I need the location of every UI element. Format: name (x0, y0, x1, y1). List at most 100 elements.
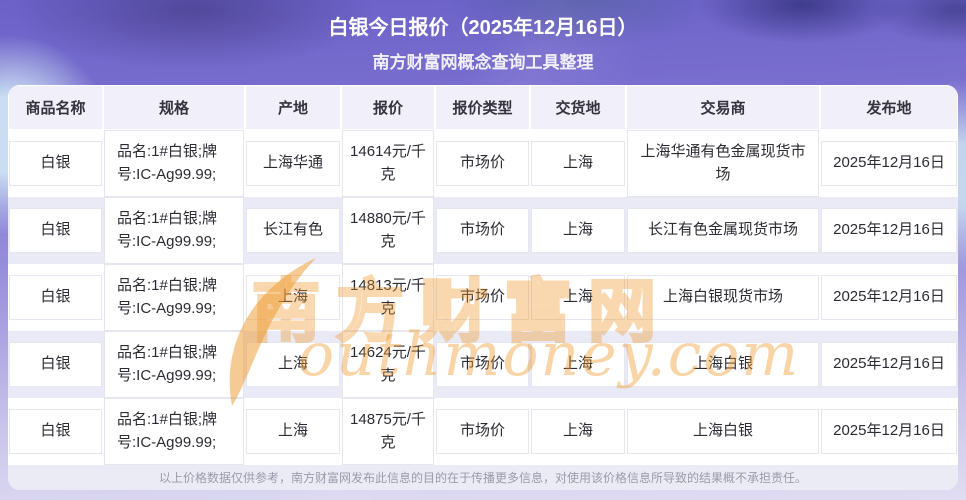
cell-text: 品名:1#白银;牌号:IC-Ag99.99; (117, 411, 218, 451)
cell-text: 白银 (40, 154, 71, 172)
column-header-publish-place: 发布地 (821, 86, 957, 129)
cell-origin: 上海 (245, 398, 341, 465)
cell-spec: 品名:1#白银;牌号:IC-Ag99.99; (103, 197, 245, 264)
cell-text: 14614元/千克 (350, 143, 426, 183)
cell-product-name: 白银 (8, 264, 103, 331)
cell-text: 2025年12月16日 (833, 422, 945, 440)
price-table-card: 商品名称 规格 产地 报价 报价类型 交货地 交易商 发布地 白银品名:1#白银;牌号:IC-… (8, 85, 958, 490)
cell-text: 上海 (562, 422, 593, 440)
table-row: 白银 品名:1#白银;牌号:IC-Ag99.99; 上海 14624元/千克 市场价 上海… (8, 331, 958, 398)
column-header-spec: 规格 (104, 86, 244, 129)
cell-origin: 上海华通 (245, 130, 341, 197)
cell-delivery-place: 上海 (530, 331, 626, 398)
cell-text: 白银 (40, 355, 71, 373)
column-header-price: 报价 (342, 86, 434, 129)
report-source-line: 南方财富网概念查询工具整理 (372, 53, 594, 72)
cell-text: 长江有色金属现货市场 (647, 221, 798, 239)
cell-price: 14614元/千克 (341, 130, 435, 197)
column-header-price-type: 报价类型 (436, 86, 529, 129)
cell-spec: 品名:1#白银;牌号:IC-Ag99.99; (103, 130, 245, 197)
cell-text: 2025年12月16日 (833, 221, 945, 239)
cell-trader: 上海白银 (626, 331, 820, 398)
column-header-trader: 交易商 (627, 86, 819, 129)
disclaimer-text: 以上价格数据仅供参考，南方财富网发布此信息的目的在于传播更多信息，对使用该价格信… (158, 471, 807, 485)
table-row: 白银 品名:1#白银;牌号:IC-Ag99.99; 上海 14875元/千克 市场价 上海… (8, 398, 958, 465)
cell-origin: 长江有色 (245, 197, 341, 264)
cell-text: 品名:1#白银;牌号:IC-Ag99.99; (117, 344, 218, 384)
cell-trader: 上海华通有色金属现货市场 (626, 130, 820, 197)
cell-spec: 品名:1#白银;牌号:IC-Ag99.99; (103, 398, 245, 465)
cell-text: 上海 (562, 154, 593, 172)
cell-text: 上海华通 (262, 154, 323, 172)
cell-text: 14624元/千克 (350, 344, 426, 384)
cell-text: 上海 (562, 288, 593, 306)
banner: 白银今日报价（2025年12月16日） 南方财富网概念查询工具整理 (0, 0, 966, 85)
cell-product-name: 白银 (8, 197, 103, 264)
cell-trader: 长江有色金属现货市场 (626, 197, 820, 264)
cell-trader: 上海白银现货市场 (626, 264, 820, 331)
cell-text: 白银 (40, 422, 71, 440)
cell-text: 上海华通有色金属现货市场 (640, 143, 806, 183)
cell-text: 上海白银 (692, 355, 753, 373)
cell-text: 上海 (277, 422, 308, 440)
column-header-product-name: 商品名称 (9, 86, 102, 129)
cell-text: 14813元/千克 (350, 277, 426, 317)
cell-text: 上海 (277, 355, 308, 373)
cell-origin: 上海 (245, 264, 341, 331)
cell-publish-place: 2025年12月16日 (820, 264, 958, 331)
cell-price-type: 市场价 (435, 331, 530, 398)
cell-text: 长江有色 (262, 221, 323, 239)
cell-text: 上海白银 (692, 422, 753, 440)
column-header-delivery-place: 交货地 (531, 86, 625, 129)
cell-product-name: 白银 (8, 398, 103, 465)
cell-text: 上海 (562, 355, 593, 373)
cell-publish-place: 2025年12月16日 (820, 331, 958, 398)
cell-text: 上海 (277, 288, 308, 306)
cell-price-type: 市场价 (435, 197, 530, 264)
cell-text: 14875元/千克 (350, 411, 426, 451)
cell-text: 2025年12月16日 (833, 355, 945, 373)
cell-delivery-place: 上海 (530, 264, 626, 331)
cell-product-name: 白银 (8, 331, 103, 398)
cell-price: 14813元/千克 (341, 264, 435, 331)
cell-delivery-place: 上海 (530, 398, 626, 465)
cell-product-name: 白银 (8, 130, 103, 197)
table-row: 白银 品名:1#白银;牌号:IC-Ag99.99; 长江有色 14880元/千克 市场价… (8, 197, 958, 264)
cell-text: 14880元/千克 (350, 210, 426, 250)
table-header-row: 商品名称 规格 产地 报价 报价类型 交货地 交易商 发布地 (8, 85, 958, 130)
cell-publish-place: 2025年12月16日 (820, 130, 958, 197)
cell-delivery-place: 上海 (530, 130, 626, 197)
cell-text: 上海白银现货市场 (662, 288, 783, 306)
cell-price: 14880元/千克 (341, 197, 435, 264)
cell-text: 白银 (40, 288, 71, 306)
cell-text: 市场价 (459, 422, 505, 440)
cell-origin: 上海 (245, 331, 341, 398)
table-body: 白银 品名:1#白银;牌号:IC-Ag99.99; 上海华通 14614元/千克 市场价… (8, 130, 958, 465)
column-header-origin: 产地 (246, 86, 340, 129)
cell-text: 市场价 (459, 355, 505, 373)
cell-text: 市场价 (459, 154, 505, 172)
report-title: 白银今日报价（2025年12月16日） (328, 17, 638, 39)
cell-text: 品名:1#白银;牌号:IC-Ag99.99; (117, 143, 218, 183)
cell-price-type: 市场价 (435, 264, 530, 331)
cell-text: 市场价 (459, 288, 505, 306)
cell-spec: 品名:1#白银;牌号:IC-Ag99.99; (103, 331, 245, 398)
disclaimer-bar: 以上价格数据仅供参考，南方财富网发布此信息的目的在于传播更多信息，对使用该价格信… (8, 465, 958, 490)
cell-trader: 上海白银 (626, 398, 820, 465)
cell-text: 品名:1#白银;牌号:IC-Ag99.99; (117, 210, 218, 250)
cell-text: 市场价 (459, 221, 505, 239)
cell-price-type: 市场价 (435, 130, 530, 197)
cell-price: 14624元/千克 (341, 331, 435, 398)
cell-price: 14875元/千克 (341, 398, 435, 465)
cell-text: 白银 (40, 221, 71, 239)
table-row: 白银 品名:1#白银;牌号:IC-Ag99.99; 上海 14813元/千克 市场价 上海… (8, 264, 958, 331)
cell-publish-place: 2025年12月16日 (820, 398, 958, 465)
cell-text: 2025年12月16日 (833, 154, 945, 172)
table-row: 白银 品名:1#白银;牌号:IC-Ag99.99; 上海华通 14614元/千克 市场价… (8, 130, 958, 197)
cell-delivery-place: 上海 (530, 197, 626, 264)
cell-text: 上海 (562, 221, 593, 239)
cell-spec: 品名:1#白银;牌号:IC-Ag99.99; (103, 264, 245, 331)
cell-publish-place: 2025年12月16日 (820, 197, 958, 264)
cell-text: 品名:1#白银;牌号:IC-Ag99.99; (117, 277, 218, 317)
